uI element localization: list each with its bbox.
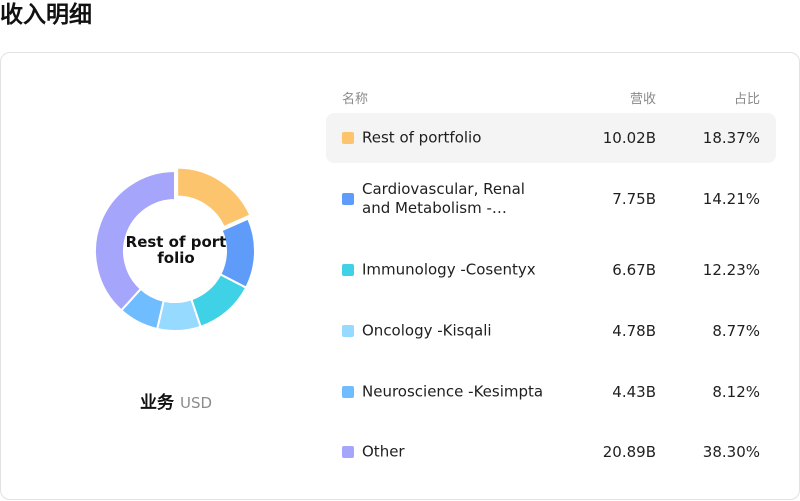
row-share: 18.37%: [702, 129, 760, 147]
revenue-breakdown-card: Rest of portfolio 业务 USD 名称 营收 占比 Rest of…: [0, 52, 800, 500]
row-revenue: 4.43B: [612, 383, 656, 401]
row-share: 14.21%: [702, 190, 760, 208]
row-share: 38.30%: [702, 443, 760, 461]
row-name: Immunology -Cosentyx: [362, 260, 536, 279]
legend-swatch: [342, 446, 354, 458]
row-revenue: 7.75B: [612, 190, 656, 208]
table-body: Rest of portfolio 10.02B 18.37% Cardiovascu…: [326, 113, 776, 477]
row-share: 8.77%: [712, 322, 760, 340]
table-row[interactable]: Neuroscience -Kesimpta 4.43B 8.12%: [326, 357, 776, 427]
table-row[interactable]: Immunology -Cosentyx 6.67B 12.23%: [326, 235, 776, 305]
legend-swatch: [342, 386, 354, 398]
chart-caption: 业务 USD: [1, 388, 351, 413]
row-revenue: 10.02B: [602, 129, 656, 147]
revenue-table: 名称 营收 占比 Rest of portfolio 10.02B 18.37% Ca…: [326, 85, 776, 477]
row-name: Cardiovascular, Renal and Metabolism -…: [362, 180, 525, 217]
row-revenue: 4.78B: [612, 322, 656, 340]
legend-swatch: [342, 264, 354, 276]
row-share: 8.12%: [712, 383, 760, 401]
row-name: Rest of portfolio: [362, 128, 482, 147]
dimension-label: 业务: [139, 393, 174, 413]
legend-swatch: [342, 325, 354, 337]
page-title: 收入明细: [0, 2, 92, 28]
header-name: 名称: [342, 92, 369, 107]
row-name: Neuroscience -Kesimpta: [362, 382, 544, 401]
row-name: Oncology -Kisqali: [362, 321, 492, 340]
header-revenue: 营收: [629, 92, 656, 107]
donut-chart[interactable]: Rest of portfolio: [95, 165, 257, 335]
table-row[interactable]: Other 20.89B 38.30%: [326, 427, 776, 477]
legend-swatch: [342, 193, 354, 205]
currency-label: USD: [179, 394, 213, 412]
table-row[interactable]: Rest of portfolio 10.02B 18.37%: [326, 113, 776, 163]
row-name: Other: [362, 442, 405, 461]
row-revenue: 20.89B: [602, 443, 656, 461]
table-row[interactable]: Cardiovascular, Renal and Metabolism -… 7…: [326, 163, 776, 235]
donut-svg: [95, 166, 256, 332]
header-share: 占比: [733, 92, 760, 107]
table-header: 名称 营收 占比: [326, 85, 776, 113]
donut-slice[interactable]: [95, 169, 176, 312]
table-row[interactable]: Oncology -Kisqali 4.78B 8.77%: [326, 305, 776, 357]
donut-slice[interactable]: [176, 166, 252, 229]
row-share: 12.23%: [702, 261, 760, 279]
legend-swatch: [342, 132, 354, 144]
row-revenue: 6.67B: [612, 261, 656, 279]
